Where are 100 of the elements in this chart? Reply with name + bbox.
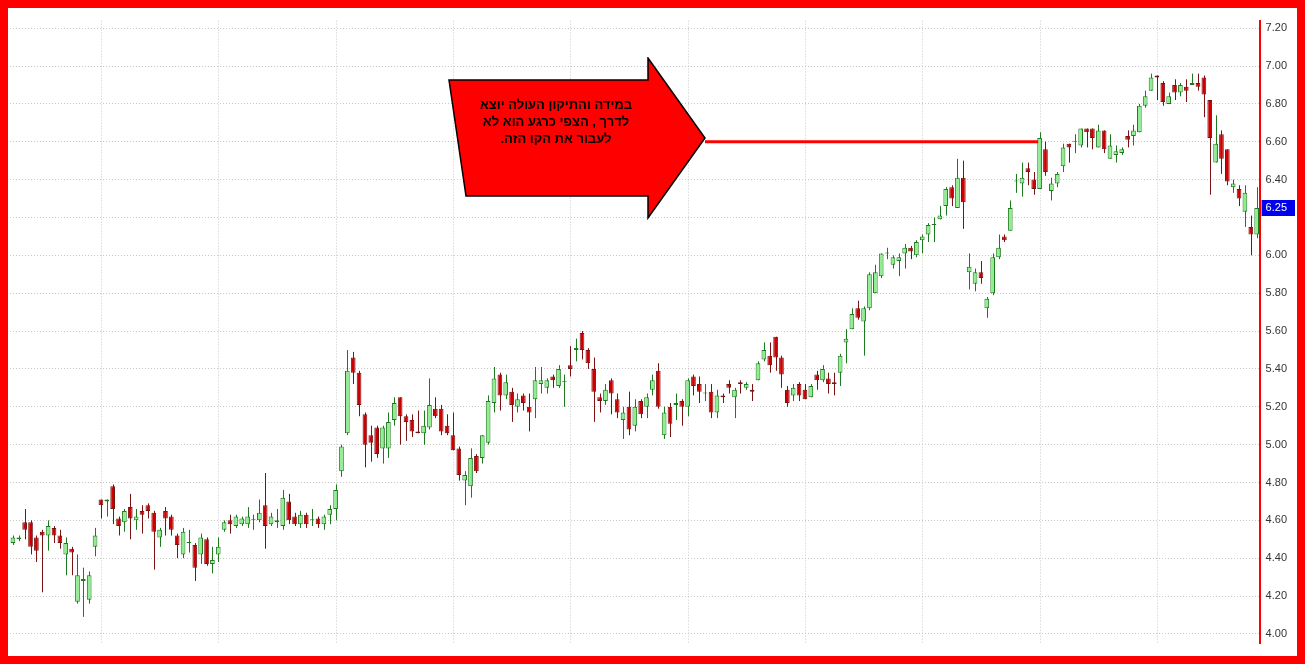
candlestick	[198, 533, 204, 565]
candlestick	[421, 410, 426, 446]
y-tick-label: 6.80	[1265, 96, 1288, 109]
candlestick	[503, 374, 509, 400]
candlestick	[1007, 199, 1013, 232]
candlestick	[157, 527, 162, 548]
candlestick	[784, 385, 790, 408]
candlestick	[327, 504, 333, 525]
candlestick	[168, 514, 174, 536]
candlestick	[526, 393, 532, 432]
candlestick	[151, 510, 157, 571]
candlestick	[556, 364, 561, 389]
candlestick	[174, 533, 180, 559]
candlestick	[861, 305, 866, 357]
candlestick	[127, 493, 133, 540]
candlestick	[1131, 124, 1136, 147]
candlestick	[204, 536, 209, 567]
candlestick	[192, 542, 198, 582]
candlestick	[1219, 129, 1224, 175]
candlestick	[262, 472, 268, 550]
candlestick	[509, 387, 514, 423]
y-tick-label: 4.60	[1265, 513, 1288, 526]
candlestick	[1031, 171, 1037, 196]
candlestick	[515, 393, 520, 413]
candlestick	[591, 357, 597, 423]
candlestick	[872, 264, 878, 294]
candlestick	[603, 383, 608, 406]
candlestick	[996, 234, 1001, 260]
candlestick	[855, 300, 861, 321]
candlestick	[339, 444, 344, 478]
candlestick	[1048, 177, 1054, 201]
candlestick	[949, 184, 954, 207]
candlestick	[696, 375, 702, 404]
candlestick	[984, 296, 990, 319]
candlestick	[1248, 215, 1254, 256]
candlestick	[427, 377, 432, 430]
candlestick	[632, 398, 638, 432]
candlestick	[1160, 80, 1166, 107]
y-tick-label: 6.40	[1265, 172, 1288, 185]
y-tick-label: 4.20	[1265, 589, 1288, 602]
y-tick-label: 5.80	[1265, 286, 1288, 299]
candlestick	[28, 519, 33, 555]
candlestick	[597, 393, 602, 413]
candlestick	[86, 570, 92, 605]
annotation: 6.25	[1265, 201, 1288, 214]
candlestick	[256, 499, 262, 523]
candlestick	[1183, 78, 1189, 103]
candlestick	[368, 425, 374, 463]
candlestick	[432, 396, 438, 419]
annotation: במידה והתיקון העולה יוצא לדרך , הצפי כרגע הוא לא לעבור את הקו הזה.	[478, 96, 634, 147]
candlestick	[732, 387, 737, 419]
candlestick	[966, 252, 972, 290]
candlestick	[902, 243, 908, 270]
candlestick	[63, 536, 69, 576]
y-tick-label: 5.40	[1265, 361, 1288, 374]
candlestick	[462, 470, 468, 506]
candlestick	[163, 506, 168, 536]
y-tick-label: 6.60	[1265, 134, 1288, 147]
candlestick	[773, 336, 778, 372]
y-tick-label: 7.00	[1265, 59, 1288, 72]
candlestick	[826, 372, 831, 395]
candlestick	[878, 252, 884, 279]
candlestick	[960, 160, 966, 230]
candlestick	[380, 425, 385, 465]
y-tick-label: 7.20	[1265, 21, 1288, 34]
y-tick-label: 5.20	[1265, 399, 1288, 412]
candlestick	[896, 252, 902, 277]
candlestick	[691, 374, 696, 396]
candlestick	[814, 370, 820, 391]
candlestick	[767, 341, 773, 374]
candlestick	[919, 234, 925, 254]
candlestick	[438, 404, 444, 436]
candlestick	[286, 493, 292, 525]
candlestick	[333, 483, 338, 521]
candlestick	[122, 508, 127, 533]
candlestick	[779, 355, 784, 389]
y-tick-label: 4.40	[1265, 551, 1288, 564]
candlestick	[245, 506, 250, 529]
candlestick	[22, 508, 28, 540]
candlestick	[210, 546, 215, 574]
candlestick	[350, 351, 356, 385]
candlestick	[479, 434, 485, 465]
candlestick	[34, 535, 39, 563]
candlestick	[69, 546, 74, 576]
candlestick	[650, 374, 655, 396]
candlestick	[608, 377, 614, 415]
candlestick	[474, 453, 479, 474]
candlestick	[391, 396, 397, 427]
candlestick	[614, 393, 620, 419]
candlestick	[110, 483, 116, 525]
y-tick-label: 4.80	[1265, 475, 1288, 488]
candlestick	[215, 536, 221, 563]
candlestick	[679, 398, 685, 427]
candlestick	[1213, 114, 1218, 164]
candlestick	[1172, 78, 1177, 101]
y-tick-label: 4.00	[1265, 626, 1288, 639]
candlestick	[567, 345, 573, 377]
candlestick	[116, 516, 121, 536]
candlestick	[943, 186, 949, 217]
y-tick-label: 6.00	[1265, 248, 1288, 261]
